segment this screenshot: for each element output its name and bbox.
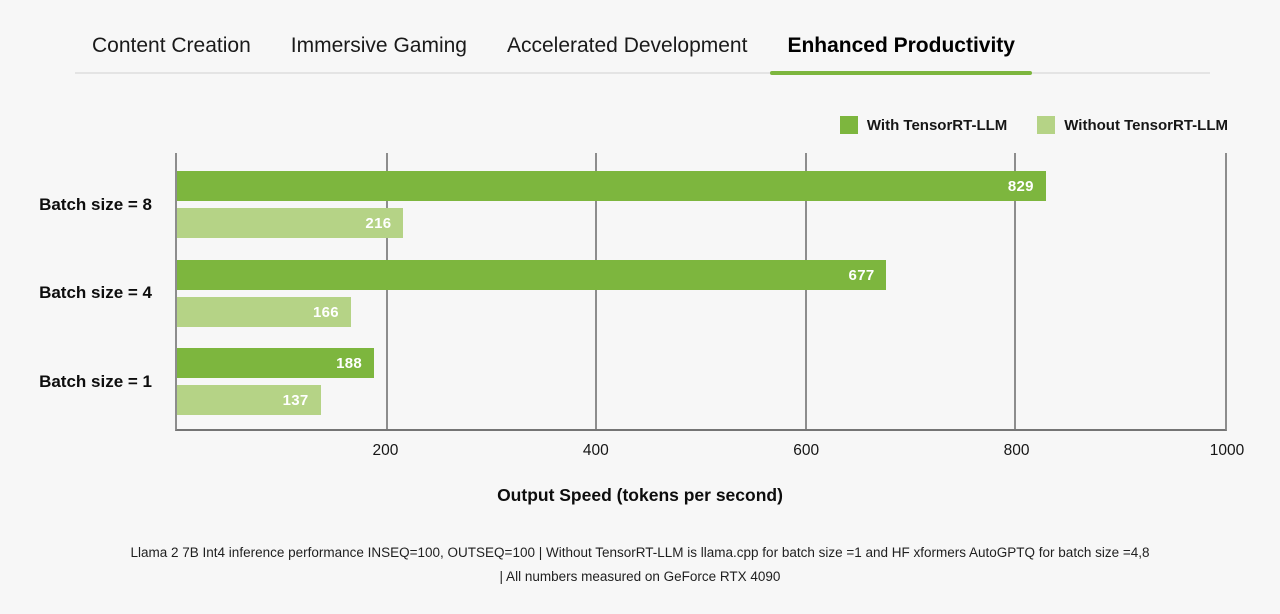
x-axis-tick-labels: 200 400 600 800 1000 (175, 442, 1244, 462)
bar-with-tensorrt-batch-size-8: 829 (177, 171, 1046, 201)
x-tick-1000: 1000 (1209, 442, 1245, 459)
bar-value-label: 137 (282, 391, 309, 409)
gridline-400 (595, 153, 598, 429)
bar-without-tensorrt-batch-size-8: 216 (177, 208, 404, 238)
chart-plot-area: 829 216 677 166 188 137 (175, 153, 1227, 431)
tab-immersive-gaming[interactable]: Immersive Gaming (290, 34, 467, 57)
legend-label: Without TensorRT-LLM (1064, 116, 1228, 134)
category-label-1: Batch size = 4 (39, 283, 152, 302)
x-axis-title: Output Speed (tokens per second) (497, 485, 783, 505)
tab-enhanced-productivity[interactable]: Enhanced Productivity (770, 26, 1032, 75)
tab-accelerated-development[interactable]: Accelerated Development (506, 34, 748, 57)
bar-value-label: 166 (313, 303, 339, 321)
category-label-2: Batch size = 1 (39, 372, 152, 391)
legend-label: With TensorRT-LLM (866, 116, 1008, 134)
legend-item-1: Without TensorRT-LLM (1037, 116, 1228, 134)
x-tick-600: 600 (793, 442, 820, 459)
x-tick-200: 200 (372, 442, 399, 459)
bar-with-tensorrt-batch-size-4: 677 (177, 260, 887, 290)
gridline-800 (1014, 153, 1017, 429)
tab-content-creation[interactable]: Content Creation (92, 34, 251, 57)
footnote-line-1: Llama 2 7B Int4 inference performance IN… (130, 545, 1150, 560)
gridline-600 (804, 153, 807, 429)
chart-footnote: Llama 2 7B Int4 inference performance IN… (0, 541, 1280, 589)
bar-value-label: 216 (365, 214, 392, 232)
x-tick-800: 800 (1003, 442, 1030, 459)
chart-legend: With TensorRT-LLM Without TensorRT-LLM (839, 116, 1228, 134)
category-tabs: Content Creation Immersive Gaming Accelera… (75, 26, 1210, 75)
bar-value-label: 677 (848, 266, 875, 284)
category-label-0: Batch size = 8 (39, 195, 152, 214)
bar-with-tensorrt-batch-size-1: 188 (177, 348, 375, 378)
gridline-200 (385, 153, 388, 429)
legend-swatch-icon (839, 116, 858, 134)
bar-without-tensorrt-batch-size-1: 137 (177, 385, 321, 415)
legend-item-0: With TensorRT-LLM (839, 116, 1008, 134)
bar-without-tensorrt-batch-size-4: 166 (177, 297, 351, 327)
footnote-line-2: | All numbers measured on GeForce RTX 40… (499, 569, 781, 584)
bar-value-label: 188 (336, 354, 363, 372)
bar-value-label: 829 (1007, 177, 1034, 195)
y-axis-category-labels: Batch size = 8 Batch size = 4 Batch size =… (0, 153, 160, 431)
x-tick-400: 400 (582, 442, 609, 459)
legend-swatch-icon (1037, 116, 1056, 134)
